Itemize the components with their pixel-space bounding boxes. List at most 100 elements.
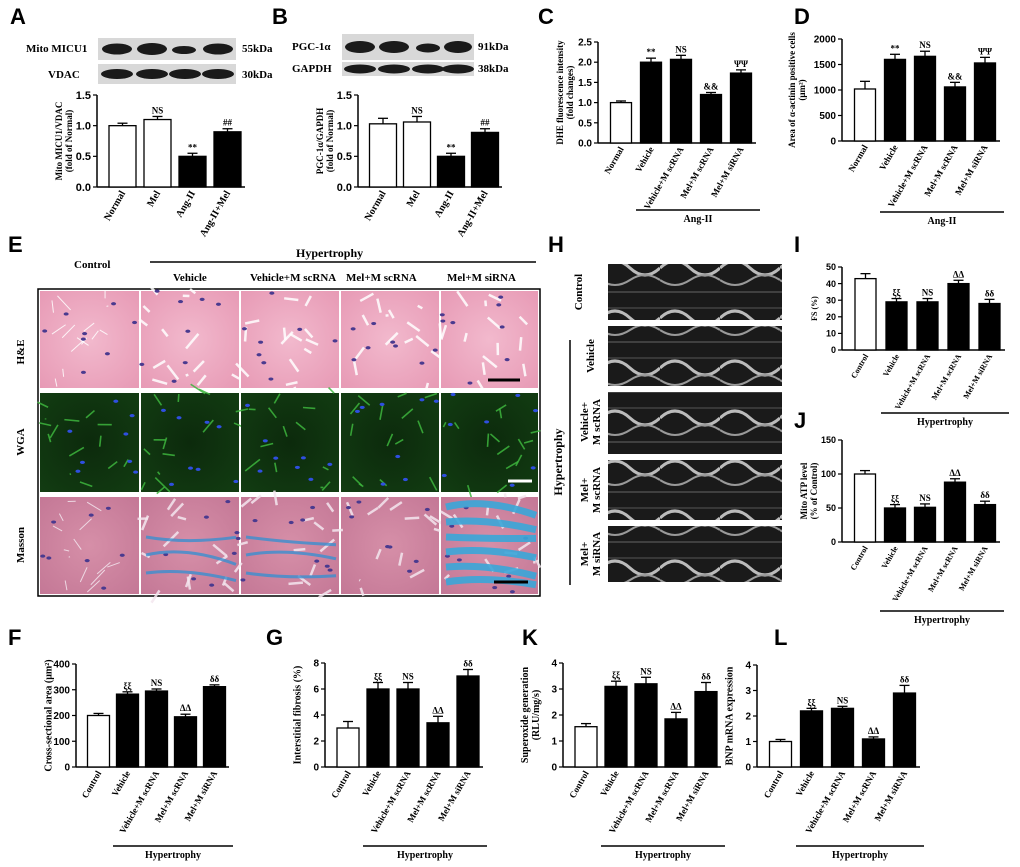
- bar: [143, 118, 172, 188]
- echo-row-label: Mel+ M scRNA: [579, 467, 603, 513]
- y-tick-label: 0: [831, 345, 836, 355]
- histology-nucleus: [350, 327, 356, 331]
- group-label: Ang-II: [928, 216, 957, 227]
- y-axis-label-line: (% of Control): [809, 463, 819, 520]
- significance-mark: ΔΔ: [670, 701, 682, 711]
- category-label: Normal: [602, 145, 626, 176]
- histology-fiber: [517, 541, 531, 551]
- panel-letter-a: A: [10, 4, 26, 29]
- blot-label-micu1: Mito MICU1: [26, 43, 87, 55]
- chart-g: 0 2 4 6 8 Interstitial fibrosis (%) Control ξξ V…: [293, 659, 487, 861]
- histology-fiber: [285, 381, 298, 387]
- histology-fiber: [177, 515, 187, 521]
- histology-fiber: [515, 454, 523, 467]
- histology-tile: [441, 393, 538, 492]
- histology-nucleus: [80, 370, 86, 374]
- bar: [978, 302, 1001, 351]
- histology-fiber: [442, 421, 447, 428]
- histology-nucleus: [42, 329, 48, 333]
- histology-fiber: [328, 387, 335, 394]
- histology-fiber: [233, 562, 243, 573]
- significance-mark: ξξ: [612, 670, 620, 680]
- bar: [634, 683, 658, 768]
- histology-nucleus: [390, 340, 396, 344]
- bar: [144, 690, 169, 768]
- histology-nucleus: [139, 362, 145, 366]
- blot-bands-micu1: [102, 43, 233, 55]
- bar: [366, 688, 390, 768]
- y-tick-label: 3: [745, 686, 751, 697]
- histology-fiber: [440, 510, 453, 520]
- panel-letter-i: I: [794, 232, 800, 257]
- bar: [396, 688, 420, 768]
- y-tick-label: 50: [826, 262, 836, 272]
- histology-fiber: [237, 540, 249, 547]
- histology-fiber: [282, 425, 288, 437]
- histology-fiber: [154, 476, 171, 493]
- histology-fiber: [304, 295, 312, 307]
- bar: [694, 690, 718, 768]
- histology-nucleus: [63, 312, 69, 316]
- bar: [861, 738, 886, 768]
- histology-control-label: Control: [74, 259, 110, 271]
- western-blot-b: PGC-1α 91kDa GAPDH 38kDa: [292, 34, 509, 76]
- echo-row-label-line: Mel+: [579, 542, 591, 567]
- category-label: Vehicle: [110, 769, 132, 798]
- histology-tile: [441, 291, 538, 388]
- bar: [213, 131, 242, 188]
- histology-nucleus: [187, 466, 193, 470]
- histology-nucleus: [387, 545, 393, 549]
- echo-group-label: Hypertrophy: [551, 428, 565, 495]
- histology-fiber: [321, 481, 331, 491]
- y-axis-label-line: Area of α-actinin positive cells: [787, 32, 797, 148]
- histology-fiber: [274, 462, 278, 473]
- histology-nucleus: [105, 506, 111, 510]
- histology-nucleus: [467, 381, 473, 385]
- echo-vehicle-m-scrna: [608, 392, 782, 454]
- histology-nucleus: [300, 518, 306, 522]
- bar: [853, 88, 877, 142]
- histology-nucleus: [349, 515, 355, 519]
- histology-nucleus: [332, 339, 338, 343]
- histology-fiber: [142, 305, 151, 313]
- histology-tile: [141, 393, 239, 492]
- y-tick-label: 8: [313, 659, 319, 670]
- histology-fiber: [303, 347, 312, 355]
- bar: [115, 693, 140, 768]
- y-axis-label-line: PGC-1α/GAPDH: [315, 108, 325, 175]
- collagen-stain: [445, 562, 537, 580]
- histology-nucleus: [129, 414, 135, 418]
- histology-nucleus: [530, 466, 536, 470]
- echo-row-label: Mel+ M siRNA: [579, 532, 603, 576]
- histology-nucleus: [499, 325, 505, 329]
- group-label: Hypertrophy: [914, 615, 970, 626]
- y-tick-label: 0: [831, 537, 836, 547]
- significance-mark: ΔΔ: [953, 269, 965, 279]
- histology-nucleus: [171, 379, 177, 383]
- significance-mark: **: [447, 142, 457, 152]
- y-tick-label: 20: [826, 312, 836, 322]
- significance-mark: NS: [675, 44, 687, 54]
- significance-mark: **: [188, 142, 198, 152]
- y-axis-label-line: Mito ATP level: [799, 462, 809, 519]
- group-label: Hypertrophy: [832, 850, 888, 861]
- histology-fiber: [384, 331, 399, 346]
- bar: [943, 86, 967, 142]
- bar: [729, 72, 753, 144]
- category-label: Normal: [363, 189, 389, 223]
- y-tick-label: 0: [551, 763, 557, 774]
- y-tick-label: 2.0: [578, 58, 592, 69]
- group-label: Ang-II: [684, 214, 713, 225]
- histology-tile: [40, 497, 139, 594]
- y-axis-label: Cross-sectional area (μm²): [44, 659, 55, 771]
- y-tick-label: 6: [313, 685, 319, 696]
- histology-nucleus: [371, 321, 377, 326]
- histology-fiber: [530, 429, 541, 434]
- bar: [853, 473, 877, 543]
- histology-nucleus: [297, 327, 303, 331]
- histology-nucleus: [82, 332, 88, 336]
- panel-letter-d: D: [794, 4, 810, 29]
- category-label: Mel+M siRNA: [961, 352, 994, 400]
